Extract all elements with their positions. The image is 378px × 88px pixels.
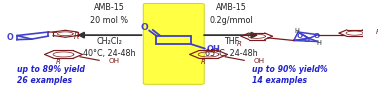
Text: AMB-15: AMB-15 bbox=[216, 3, 247, 12]
Text: AMB-15: AMB-15 bbox=[94, 3, 125, 12]
Text: R: R bbox=[55, 59, 60, 65]
Text: up to 89% yield: up to 89% yield bbox=[17, 65, 85, 74]
Text: 26 examples: 26 examples bbox=[17, 76, 73, 85]
Text: O: O bbox=[313, 33, 320, 39]
Text: R: R bbox=[74, 32, 79, 41]
Text: O: O bbox=[6, 33, 13, 42]
Text: H: H bbox=[316, 40, 321, 46]
Text: OH: OH bbox=[254, 58, 265, 64]
Text: 40°C, 24-48h: 40°C, 24-48h bbox=[83, 49, 136, 58]
Text: OH: OH bbox=[109, 58, 120, 64]
FancyBboxPatch shape bbox=[143, 4, 204, 84]
Text: THF: THF bbox=[224, 37, 239, 46]
Text: O: O bbox=[141, 23, 148, 32]
Text: O: O bbox=[296, 33, 302, 39]
Text: up to 90% yield%: up to 90% yield% bbox=[252, 65, 328, 74]
Text: R: R bbox=[200, 59, 205, 65]
Text: CH₂Cl₂: CH₂Cl₂ bbox=[97, 37, 122, 46]
Text: 65°C, 24-48h: 65°C, 24-48h bbox=[205, 49, 258, 58]
Text: H: H bbox=[294, 28, 299, 34]
Text: 14 examples: 14 examples bbox=[252, 76, 307, 85]
Text: 20 mol %: 20 mol % bbox=[90, 16, 129, 25]
Text: O: O bbox=[304, 37, 310, 43]
Text: 0.2g/mmol: 0.2g/mmol bbox=[209, 16, 253, 25]
Text: R: R bbox=[237, 41, 242, 47]
Text: OH: OH bbox=[207, 45, 221, 54]
Text: R: R bbox=[376, 29, 378, 34]
